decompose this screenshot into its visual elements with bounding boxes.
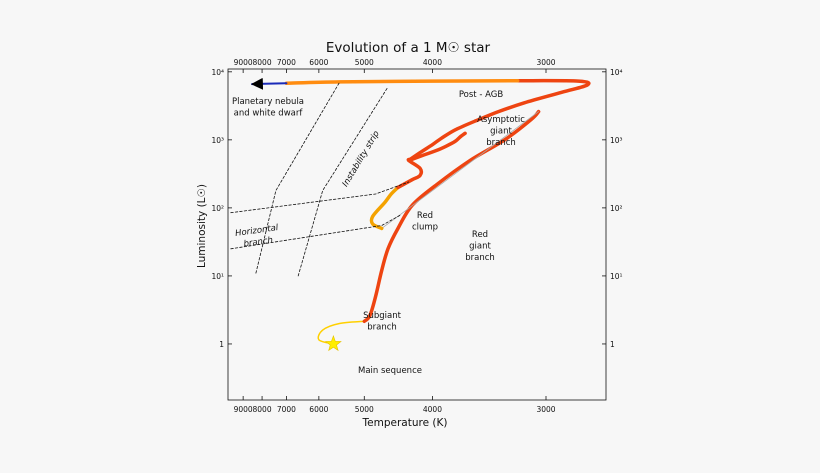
series-horizontal-branch-upper bbox=[230, 181, 410, 214]
x-tick-label-top: 4000 bbox=[423, 58, 442, 67]
annotation-red-clump: Red clump bbox=[412, 211, 438, 233]
series-asymptotic-giant-branch bbox=[406, 78, 591, 163]
y-tick-label-right: 1 bbox=[610, 340, 615, 349]
x-tick-label-bottom: 6000 bbox=[309, 405, 328, 414]
series-planetary-nebula bbox=[250, 77, 288, 90]
x-tick-label-top: 9000 bbox=[234, 58, 253, 67]
x-tick-label-top: 3000 bbox=[536, 58, 555, 67]
y-tick-label-left: 10³ bbox=[211, 136, 224, 145]
x-tick-label-bottom: 5000 bbox=[355, 405, 374, 414]
y-tick-label-left: 1 bbox=[219, 340, 224, 349]
series-instability-strip-blue-edge bbox=[255, 82, 340, 274]
series-early-agb bbox=[396, 131, 467, 190]
y-tick-label-right: 10⁴ bbox=[610, 68, 623, 77]
y-tick-label-left: 10² bbox=[211, 204, 224, 213]
annotation-main-sequence: Main sequence bbox=[358, 366, 422, 376]
x-axis-label: Temperature (K) bbox=[362, 417, 448, 429]
x-tick-label-bottom: 4000 bbox=[423, 405, 442, 414]
x-tick-label-top: 6000 bbox=[309, 58, 328, 67]
x-tick-label-top: 5000 bbox=[355, 58, 374, 67]
series-instability-strip-red-edge bbox=[297, 86, 389, 277]
series-layer bbox=[230, 77, 591, 345]
plot-area-frame bbox=[227, 68, 607, 401]
annotation-horizontal-branch: Horizontalbranch bbox=[235, 223, 282, 250]
x-tick-label-bottom: 7000 bbox=[277, 405, 296, 414]
marker-layer bbox=[324, 335, 342, 352]
annotation-instability-strip: Instability strip bbox=[341, 129, 382, 189]
series-main-to-subgiant bbox=[317, 320, 366, 345]
x-tick-label-bottom: 3000 bbox=[536, 405, 555, 414]
y-tick-label-right: 10² bbox=[610, 204, 623, 213]
annotation-asymptotic-giant-branch: Asymptotic giant branch bbox=[477, 115, 525, 148]
annotation-red-giant-branch: Red giant branch bbox=[465, 230, 495, 263]
annotation-planetary-nebula: Planetary nebula and white dwarf bbox=[232, 97, 304, 119]
annotation-post-agb: Post - AGB bbox=[459, 90, 504, 100]
x-tick-label-top: 8000 bbox=[253, 58, 272, 67]
sun-star-marker bbox=[324, 335, 342, 352]
x-tick-label-bottom: 8000 bbox=[253, 405, 272, 414]
x-tick-label-bottom: 9000 bbox=[234, 405, 253, 414]
series-horizontal-branch-loop bbox=[369, 185, 400, 231]
series-helium-flash bbox=[381, 111, 539, 229]
x-tick-label-top: 7000 bbox=[277, 58, 296, 67]
y-tick-label-left: 10¹ bbox=[211, 272, 224, 281]
series-post-agb bbox=[284, 78, 520, 85]
y-tick-label-right: 10³ bbox=[610, 136, 623, 145]
annotation-layer: Main sequence Subgiant branch Red giant branc… bbox=[232, 90, 525, 376]
annotation-subgiant-branch: Subgiant branch bbox=[363, 311, 402, 333]
series-horizontal-branch-lower bbox=[230, 214, 402, 250]
tick-layer: 9000900080008000700070006000600050005000… bbox=[211, 58, 622, 414]
series-red-giant-branch bbox=[362, 109, 541, 324]
y-axis-label: Luminosity (L☉) bbox=[196, 184, 208, 268]
y-tick-label-left: 10⁴ bbox=[211, 68, 224, 77]
y-tick-label-right: 10¹ bbox=[610, 272, 623, 281]
chart-title: Evolution of a 1 M☉ star bbox=[326, 40, 491, 56]
